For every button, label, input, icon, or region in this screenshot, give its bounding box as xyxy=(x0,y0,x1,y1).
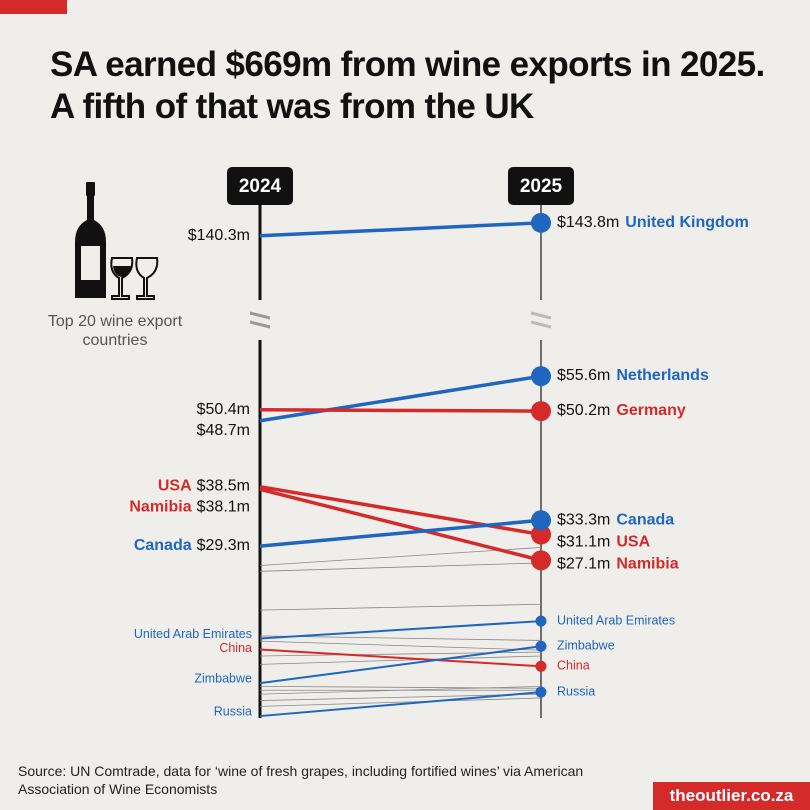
label-2024: $50.4m xyxy=(197,401,250,418)
country-name: USA xyxy=(616,533,650,550)
labels: $140.3m $143.8m United Kingdom $48.7m $55.6m… xyxy=(129,214,748,718)
source: Source: UN Comtrade, data for ‘wine of f… xyxy=(18,763,584,797)
label-2024: $48.7m xyxy=(197,422,250,439)
country-name: Canada xyxy=(134,537,192,554)
end-dot xyxy=(535,686,547,698)
value-label: $38.5m xyxy=(197,478,250,495)
label-2025: United Arab Emirates xyxy=(557,613,675,627)
slope-line xyxy=(259,697,542,707)
end-dot xyxy=(531,524,551,545)
label-2024: Russia xyxy=(214,704,252,718)
slope-line xyxy=(259,374,542,423)
lines xyxy=(259,221,542,718)
slope-line xyxy=(259,620,542,640)
country-name: USA xyxy=(158,478,192,495)
value-label: $48.7m xyxy=(197,422,250,439)
slope-line xyxy=(259,484,542,537)
end-dot xyxy=(531,401,551,422)
slope-line xyxy=(259,221,542,238)
end-dot xyxy=(531,510,551,531)
end-dot xyxy=(535,660,547,672)
country-name: Netherlands xyxy=(616,367,709,384)
label-2024: Canada $29.3m xyxy=(134,537,250,554)
end-dot xyxy=(535,640,547,652)
label-2025: $50.2m Germany xyxy=(557,402,686,419)
label-2024: United Arab Emirates xyxy=(134,627,252,641)
slope-line xyxy=(259,648,542,668)
caption: Top 20 wine export countries xyxy=(47,313,183,349)
label-2025: $143.8m United Kingdom xyxy=(557,214,749,231)
value-label: $29.3m xyxy=(197,537,250,554)
slope-line xyxy=(259,518,542,548)
label-2025: $33.3m Canada xyxy=(557,511,674,528)
year-label: 2024 xyxy=(239,176,282,197)
country-name: Canada xyxy=(616,511,674,528)
end-dot xyxy=(531,366,551,387)
label-2024: Zimbabwe xyxy=(194,671,252,685)
year-box xyxy=(508,167,574,205)
slope-line xyxy=(259,408,542,413)
axis-break xyxy=(249,311,271,329)
value-label: $50.2m xyxy=(557,402,610,419)
end-dot xyxy=(531,212,551,233)
slope-line xyxy=(259,640,542,651)
chart-title: SA earned $669m from wine exports in 202… xyxy=(50,45,765,126)
value-label: $31.1m xyxy=(557,533,610,550)
value-label: $143.8m xyxy=(557,214,619,231)
value-label: $38.1m xyxy=(197,499,250,516)
axis-break xyxy=(530,311,552,329)
slope-line xyxy=(259,685,542,695)
label-2025: $55.6m Netherlands xyxy=(557,367,709,384)
label-2025: Russia xyxy=(557,684,595,698)
value-label: $55.6m xyxy=(557,367,610,384)
label-2025: China xyxy=(557,659,590,673)
country-name: Namibia xyxy=(616,555,678,572)
label-2024: Namibia $38.1m xyxy=(129,499,250,516)
slope-line xyxy=(259,645,542,685)
country-name: Namibia xyxy=(129,499,191,516)
end-dot xyxy=(531,550,551,571)
slope-line xyxy=(259,691,542,718)
value-label: $50.4m xyxy=(197,401,250,418)
wine-icon xyxy=(75,182,159,300)
slope-line xyxy=(259,547,542,566)
top-bar xyxy=(0,0,67,14)
value-label: $33.3m xyxy=(557,511,610,528)
label-2025: Zimbabwe xyxy=(557,639,615,653)
slope-line xyxy=(259,487,542,563)
slope-line xyxy=(259,655,542,665)
label-2025: $27.1m Namibia xyxy=(557,555,679,572)
end-dot xyxy=(535,615,547,627)
country-name: United Kingdom xyxy=(625,214,749,231)
slope-line xyxy=(259,562,542,572)
year-label: 2025 xyxy=(520,176,563,197)
slope-line xyxy=(259,603,542,611)
label-2025: $31.1m USA xyxy=(557,533,651,550)
label-2024: China xyxy=(219,641,252,655)
value-label: $27.1m xyxy=(557,555,610,572)
brand: theoutlier.co.za xyxy=(653,782,810,810)
country-name: Germany xyxy=(616,402,685,419)
label-2024: $140.3m xyxy=(188,227,250,244)
year-box xyxy=(227,167,293,205)
label-2024: USA $38.5m xyxy=(158,478,250,495)
value-label: $140.3m xyxy=(188,227,250,244)
dots xyxy=(531,212,551,698)
slope-line xyxy=(259,635,542,641)
